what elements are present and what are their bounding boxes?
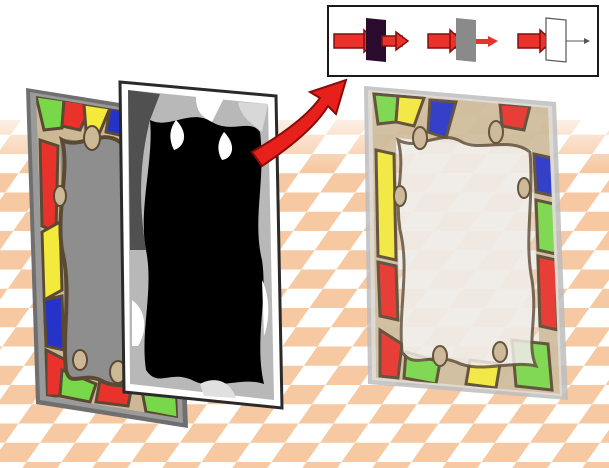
process-arrow: [250, 78, 348, 168]
filter-stage-dark: [333, 18, 410, 62]
filter-stage-clear: [517, 17, 590, 63]
filter-inset: [327, 5, 599, 77]
filter-stage-gray: [427, 18, 498, 62]
composited-panel: [364, 86, 568, 400]
opacity-mask-panel: [118, 80, 284, 410]
